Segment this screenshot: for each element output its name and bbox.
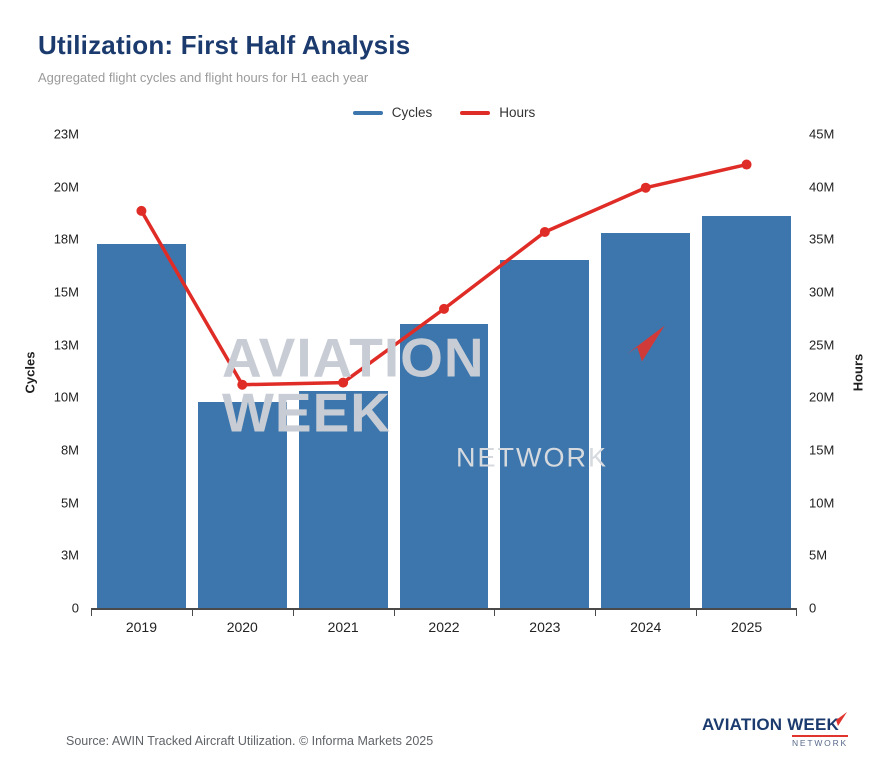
x-axis-label: 2020	[226, 619, 258, 635]
x-axis-label: 2023	[529, 619, 561, 635]
x-axis-label: 2024	[630, 619, 662, 635]
x-axis-tick	[595, 608, 597, 616]
x-axis-label: 2022	[428, 619, 460, 635]
hours-point	[640, 182, 651, 193]
left-axis-title: Cycles	[19, 134, 41, 610]
bar-2025	[702, 216, 791, 608]
x-axis-tick	[494, 608, 496, 616]
axis-tick-label: 40M	[809, 179, 835, 195]
axis-tick-label: 25M	[809, 337, 835, 353]
axis-tick-label: 23M	[53, 126, 79, 142]
hours-point	[439, 303, 449, 314]
axis-tick-label: 18M	[53, 231, 79, 247]
brand-logo-text: AVIATION WEEK	[701, 715, 839, 734]
axis-tick-label: 20M	[53, 179, 79, 195]
axis-tick-label: 20M	[809, 389, 835, 405]
page-title: Utilization: First Half Analysis	[38, 30, 411, 60]
hours-point	[741, 159, 752, 170]
axis-tick-label: 10M	[53, 389, 79, 405]
x-axis-tick	[393, 608, 395, 616]
legend-item-hours[interactable]: Hours	[460, 105, 535, 120]
x-axis-tick	[796, 608, 797, 616]
x-axis-label: 2019	[125, 619, 157, 635]
x-axis-label: 2025	[731, 619, 763, 635]
hours-point	[338, 377, 349, 388]
x-axis-labels: 2019 2020 2021 2022 2023 2024 2025	[91, 610, 797, 644]
x-axis-tick	[91, 608, 92, 616]
axis-tick-label: 13M	[53, 337, 79, 353]
hours-line-layer	[136, 159, 752, 390]
bar-2022	[399, 323, 489, 608]
legend: Cycles Hours	[0, 105, 888, 120]
axis-tick-label: 3M	[60, 547, 79, 563]
plot-area	[91, 134, 797, 616]
hours-point	[539, 226, 550, 237]
footer: Source: AWIN Tracked Aircraft Utilizatio…	[38, 712, 850, 748]
axis-tick-label: 15M	[809, 442, 835, 458]
axis-tick-label: 0	[71, 600, 79, 616]
axis-tick-label: 35M	[809, 231, 835, 247]
axis-tick-label: 5M	[809, 547, 828, 563]
axis-tick-label: 5M	[60, 495, 79, 511]
left-axis-title-text: Cycles	[22, 351, 38, 393]
legend-swatch	[460, 110, 491, 115]
legend-swatch	[352, 110, 383, 115]
legend-label: Hours	[499, 105, 536, 120]
left-axis-ticks: 23M 20M 18M 15M 13M 10M 8M 5M 3M 0	[41, 127, 91, 616]
chart-area: Cycles 23M 20M 18M 15M 13M 10M 8M 5M 3M 0 45M 40M 3…	[19, 127, 869, 644]
axis-tick-label: 30M	[809, 284, 835, 300]
x-axis-label: 2021	[327, 619, 359, 635]
bar-2019	[97, 243, 186, 608]
axis-tick-label: 0	[809, 600, 817, 616]
x-axis-tick	[191, 608, 193, 616]
axis-tick-label: 10M	[809, 495, 835, 511]
page-subtitle: Aggregated flight cycles and flight hour…	[38, 70, 369, 85]
brand-logo: AVIATION WEEK NETWORK	[701, 712, 848, 748]
x-axis-tick	[696, 608, 698, 616]
bar-2020	[197, 401, 287, 608]
hours-point	[237, 379, 248, 390]
right-axis-title: Hours	[847, 134, 869, 610]
brand-arrow-icon	[832, 712, 847, 726]
legend-item-cycles[interactable]: Cycles	[352, 105, 433, 120]
axis-tick-label: 45M	[809, 126, 835, 142]
legend-label: Cycles	[391, 105, 433, 120]
right-axis-title-text: Hours	[850, 353, 866, 391]
hours-point	[136, 205, 147, 216]
source-note: Source: AWIN Tracked Aircraft Utilizatio…	[66, 734, 434, 748]
axis-tick-label: 8M	[60, 442, 79, 458]
x-axis-tick	[292, 608, 294, 616]
right-axis-ticks: 45M 40M 35M 30M 25M 20M 15M 10M 5M 0	[797, 127, 847, 616]
bar-2021	[298, 391, 388, 608]
chart-header: Utilization: First Half Analysis Aggrega…	[38, 30, 850, 85]
axis-tick-label: 15M	[53, 284, 79, 300]
bar-2024	[601, 233, 691, 608]
bar-2023	[500, 260, 590, 608]
